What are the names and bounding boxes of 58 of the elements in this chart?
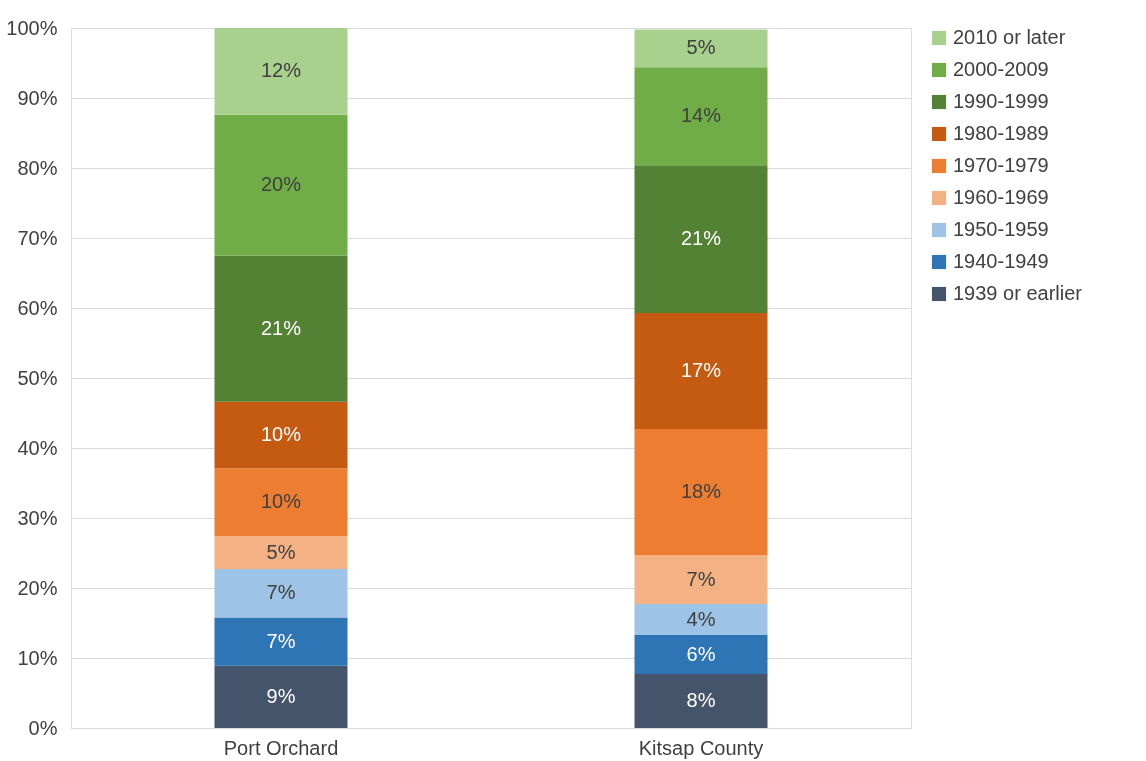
data-label: 21% bbox=[260, 316, 302, 339]
bar bbox=[634, 165, 768, 313]
y-tick-label: 20% bbox=[17, 576, 58, 599]
data-label: 6% bbox=[686, 642, 716, 665]
data-label: 10% bbox=[260, 490, 302, 513]
y-tick-label: 50% bbox=[17, 366, 58, 389]
data-label: 8% bbox=[686, 689, 716, 712]
y-tick-label: 10% bbox=[17, 646, 58, 669]
data-label: 18% bbox=[680, 480, 722, 503]
bar bbox=[634, 29, 768, 68]
data-label: 10% bbox=[260, 423, 302, 446]
data-label: 20% bbox=[260, 173, 302, 196]
data-label: 5% bbox=[266, 540, 296, 563]
legend-label: 1990-1999 bbox=[953, 90, 1049, 112]
bar bbox=[634, 429, 768, 556]
legend-label: 1970-1979 bbox=[953, 154, 1049, 176]
data-label: 9% bbox=[266, 684, 296, 707]
legend-label: 2010 or later bbox=[953, 26, 1066, 48]
bar bbox=[214, 468, 348, 537]
bar bbox=[214, 401, 348, 469]
y-tick-label: 0% bbox=[28, 716, 58, 739]
data-label: 7% bbox=[266, 581, 296, 604]
bar bbox=[634, 67, 768, 166]
legend-label: 2000-2009 bbox=[953, 58, 1049, 80]
bar bbox=[634, 674, 768, 728]
bar bbox=[634, 634, 768, 675]
y-tick-label: 60% bbox=[17, 296, 58, 319]
legend-label: 1960-1969 bbox=[953, 186, 1049, 208]
legend-label: 1939 or earlier bbox=[953, 282, 1083, 304]
data-label: 4% bbox=[686, 607, 716, 630]
bar bbox=[634, 604, 768, 635]
bar bbox=[214, 665, 348, 728]
bar bbox=[214, 617, 348, 666]
x-tick-label: Kitsap County bbox=[638, 736, 764, 759]
legend-label: 1950-1959 bbox=[953, 218, 1049, 240]
data-label: 7% bbox=[686, 567, 716, 590]
bar bbox=[634, 312, 768, 430]
data-label: 14% bbox=[680, 104, 722, 127]
y-tick-label: 100% bbox=[6, 16, 58, 39]
legend-label: 1940-1949 bbox=[953, 250, 1049, 272]
y-tick-label: 90% bbox=[17, 86, 58, 109]
y-tick-label: 80% bbox=[17, 156, 58, 179]
bar bbox=[214, 255, 348, 402]
bar bbox=[214, 569, 348, 618]
x-tick-label: Port Orchard bbox=[223, 736, 339, 759]
bar bbox=[214, 114, 348, 256]
data-label: 17% bbox=[680, 359, 722, 381]
data-label: 7% bbox=[266, 629, 296, 652]
y-tick-label: 30% bbox=[17, 506, 58, 529]
y-tick-label: 40% bbox=[17, 436, 58, 459]
bar bbox=[214, 28, 348, 115]
data-label: 5% bbox=[686, 36, 716, 59]
bar bbox=[634, 555, 768, 605]
y-tick-label: 70% bbox=[17, 226, 58, 249]
data-label: 12% bbox=[260, 59, 302, 82]
bar bbox=[214, 536, 348, 570]
legend-label: 1980-1989 bbox=[953, 122, 1049, 144]
data-label: 21% bbox=[680, 227, 722, 250]
